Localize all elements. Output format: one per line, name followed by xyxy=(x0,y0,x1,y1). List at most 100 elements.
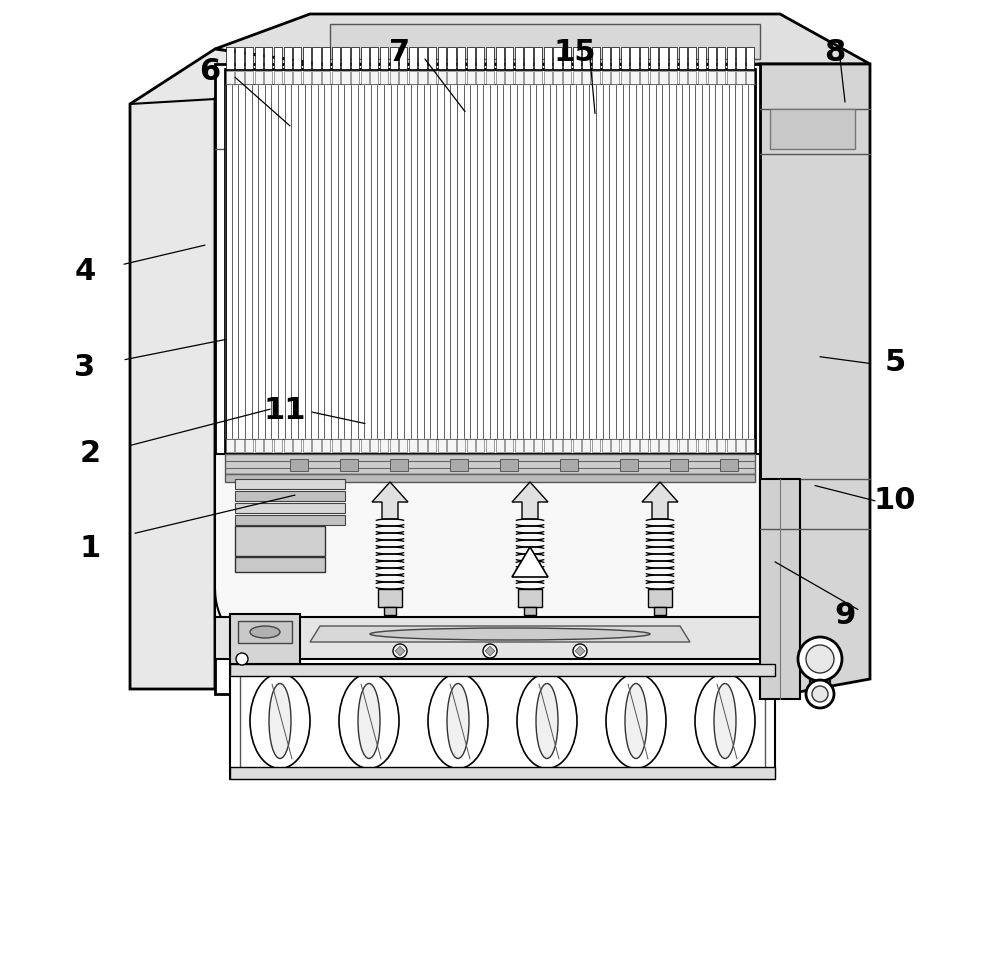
Bar xyxy=(351,455,359,476)
Bar xyxy=(544,439,552,453)
Bar xyxy=(230,664,775,677)
Bar xyxy=(679,455,687,476)
Bar xyxy=(650,71,658,85)
Bar xyxy=(390,459,408,472)
Bar xyxy=(505,455,513,476)
Bar xyxy=(274,71,282,85)
Bar xyxy=(679,48,687,70)
Bar xyxy=(351,48,359,70)
Bar xyxy=(727,455,735,476)
Bar xyxy=(390,71,398,85)
Bar xyxy=(226,48,234,70)
Bar xyxy=(553,48,562,70)
Bar xyxy=(303,48,311,70)
Bar xyxy=(361,48,369,70)
Bar xyxy=(390,48,398,70)
Bar xyxy=(235,526,325,557)
Bar xyxy=(640,48,648,70)
Bar xyxy=(727,48,735,70)
Bar xyxy=(255,439,263,453)
Bar xyxy=(225,475,755,482)
Bar xyxy=(409,455,417,476)
Ellipse shape xyxy=(695,674,755,769)
Bar xyxy=(322,439,330,453)
Bar xyxy=(290,459,308,472)
Bar xyxy=(361,71,369,85)
Bar xyxy=(563,439,571,453)
Bar xyxy=(746,48,754,70)
Bar xyxy=(650,48,658,70)
Bar xyxy=(384,607,396,616)
Bar xyxy=(293,439,301,453)
Bar xyxy=(582,455,590,476)
Bar xyxy=(264,71,272,85)
Bar xyxy=(486,439,494,453)
Bar xyxy=(736,71,745,85)
Bar xyxy=(418,71,427,85)
Bar xyxy=(746,439,754,453)
Bar xyxy=(496,48,504,70)
Bar xyxy=(688,455,696,476)
Bar xyxy=(630,439,639,453)
Circle shape xyxy=(236,654,248,665)
Bar xyxy=(621,71,629,85)
Bar xyxy=(727,71,735,85)
Bar xyxy=(380,71,388,85)
Bar xyxy=(717,48,725,70)
Bar xyxy=(505,439,513,453)
Ellipse shape xyxy=(250,626,280,639)
Bar xyxy=(312,455,321,476)
Bar xyxy=(370,48,378,70)
Ellipse shape xyxy=(536,684,558,759)
Ellipse shape xyxy=(517,674,577,769)
Bar xyxy=(496,455,504,476)
Bar xyxy=(293,71,301,85)
Bar xyxy=(380,455,388,476)
Bar xyxy=(390,455,398,476)
Bar xyxy=(708,71,716,85)
Bar xyxy=(679,71,687,85)
Bar xyxy=(293,455,301,476)
Bar xyxy=(524,455,533,476)
Bar xyxy=(592,455,600,476)
Bar xyxy=(717,455,725,476)
Bar xyxy=(438,439,446,453)
Bar xyxy=(592,71,600,85)
Bar xyxy=(438,455,446,476)
Bar xyxy=(746,71,754,85)
Polygon shape xyxy=(760,479,800,700)
Bar xyxy=(736,439,745,453)
Circle shape xyxy=(806,645,834,673)
Bar xyxy=(611,48,619,70)
Bar xyxy=(274,439,282,453)
Bar xyxy=(284,439,292,453)
Bar xyxy=(225,70,755,455)
Polygon shape xyxy=(512,482,548,519)
Text: 8: 8 xyxy=(824,38,846,67)
Bar xyxy=(698,455,706,476)
Bar xyxy=(341,48,350,70)
Bar xyxy=(245,48,253,70)
Bar xyxy=(476,439,484,453)
Text: 10: 10 xyxy=(874,486,916,515)
Bar xyxy=(303,439,311,453)
Bar xyxy=(409,71,417,85)
Bar xyxy=(708,439,716,453)
Bar xyxy=(582,439,590,453)
Bar xyxy=(496,71,504,85)
Bar xyxy=(341,71,350,85)
Bar xyxy=(351,71,359,85)
Bar xyxy=(447,455,456,476)
Bar xyxy=(378,589,402,607)
Bar xyxy=(457,48,465,70)
Bar xyxy=(592,439,600,453)
Bar xyxy=(264,439,272,453)
Bar xyxy=(736,455,745,476)
Bar xyxy=(255,71,263,85)
Bar xyxy=(698,439,706,453)
Bar xyxy=(467,439,475,453)
Bar xyxy=(505,48,513,70)
Bar xyxy=(447,48,456,70)
Bar xyxy=(235,455,244,476)
Text: 5: 5 xyxy=(884,348,906,376)
